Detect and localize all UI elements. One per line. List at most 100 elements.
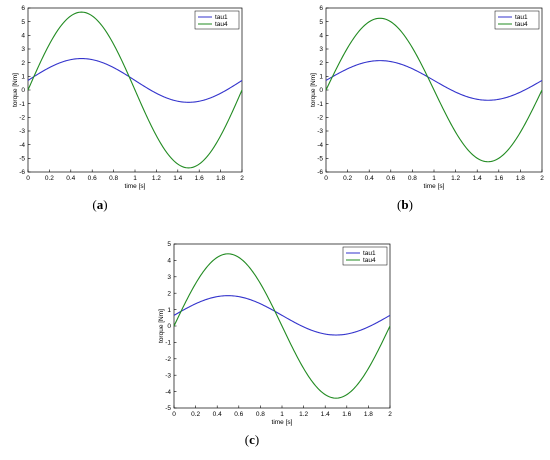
y-tick-label: -6: [317, 169, 323, 176]
y-tick-label: -2: [317, 115, 323, 122]
y-tick-label: -3: [317, 128, 323, 135]
x-tick-label: 1.8: [364, 411, 373, 418]
y-tick-label: 2: [167, 290, 171, 297]
x-tick-label: 1.4: [321, 411, 330, 418]
x-tick-label: 0.8: [256, 411, 265, 418]
series-line-tau4: [27, 11, 243, 169]
series-line-tau1: [173, 295, 391, 336]
y-tick-label: 4: [21, 33, 25, 40]
y-tick-label: -5: [317, 156, 323, 163]
x-axis-label: time [s]: [272, 419, 293, 426]
y-tick-label: 3: [167, 274, 171, 281]
series-line-tau4: [173, 253, 391, 399]
chart-panel-b: 0 0.2 0.4 0.6 0.8 1 1.2 1.4 1.6 1.8 2 -6 -5 -4 -3 -2 -1 0…: [310, 4, 550, 190]
y-axis-label: torque [Nm]: [12, 73, 19, 107]
y-tick-label: -5: [165, 405, 171, 412]
caption-a-letter: a: [96, 197, 104, 212]
x-axis-label: time [s]: [424, 183, 445, 190]
caption-c-letter: c: [249, 432, 255, 447]
x-tick-label: 1.2: [451, 175, 460, 182]
y-tick-label: -1: [19, 101, 25, 108]
caption-b-letter: b: [401, 197, 409, 212]
y-tick-label: 0: [21, 87, 25, 94]
y-tick-label: -6: [19, 169, 25, 176]
y-tick-label: 5: [319, 19, 323, 26]
y-tick-label: -2: [165, 356, 171, 363]
legend-label-tau1: tau1: [515, 14, 528, 21]
x-tick-label: 0: [324, 175, 328, 182]
y-tick-label: -1: [165, 340, 171, 347]
caption-b: (b): [397, 197, 413, 212]
x-tick-label: 2: [388, 411, 392, 418]
y-tick-label: 5: [167, 241, 171, 248]
y-tick-label: -4: [19, 142, 25, 149]
x-axis-label: time [s]: [125, 183, 146, 190]
x-tick-label: 0.6: [88, 175, 97, 182]
x-tick-label: 1.2: [152, 175, 161, 182]
x-tick-label: 0.6: [234, 411, 243, 418]
y-tick-label: -2: [19, 115, 25, 122]
x-tick-label: 0.8: [408, 175, 417, 182]
legend-label-tau1: tau1: [363, 250, 376, 257]
y-tick-label: -4: [317, 142, 323, 149]
legend-label-tau4: tau4: [363, 257, 376, 264]
x-tick-label: 1.6: [494, 175, 503, 182]
x-tick-label: 0.4: [66, 175, 75, 182]
chart-panel-c: 0 0.2 0.4 0.6 0.8 1 1.2 1.4 1.6 1.8 2 -5 -4 -3 -2 -1 0 1 2…: [158, 240, 400, 426]
x-tick-label: 0: [26, 175, 30, 182]
x-tick-label: 0: [172, 411, 176, 418]
y-tick-label: 1: [319, 74, 323, 81]
y-tick-label: 4: [167, 258, 171, 265]
y-tick-label: 1: [167, 307, 171, 314]
chart-b-svg: 0 0.2 0.4 0.6 0.8 1 1.2 1.4 1.6 1.8 2 -6 -5 -4 -3 -2 -1 0…: [310, 5, 544, 190]
chart-panel-a: 0 0.2 0.4 0.6 0.8 1 1.2 1.4 1.6 1.8 2 -6 -5 -4 -3 -2 -1 0…: [10, 4, 250, 190]
y-tick-label: 6: [21, 5, 25, 12]
x-tick-label: 1: [133, 175, 137, 182]
legend-label-tau4: tau4: [215, 21, 228, 28]
series-line-tau1: [325, 60, 543, 101]
x-tick-label: 0.4: [365, 175, 374, 182]
x-tick-label: 1.6: [195, 175, 204, 182]
x-tick-label: 1: [432, 175, 436, 182]
legend-label-tau1: tau1: [215, 14, 228, 21]
x-tick-label: 0.6: [386, 175, 395, 182]
x-tick-label: 1.4: [473, 175, 482, 182]
y-tick-label: 3: [21, 46, 25, 53]
y-tick-label: 4: [319, 33, 323, 40]
y-tick-label: 6: [319, 5, 323, 12]
y-tick-label: 0: [319, 87, 323, 94]
y-tick-label: 5: [21, 19, 25, 26]
y-tick-label: 2: [319, 60, 323, 67]
y-axis-label: torque [Nm]: [310, 73, 317, 107]
y-tick-label: 0: [167, 323, 171, 330]
x-tick-label: 0.2: [343, 175, 352, 182]
x-tick-label: 1.4: [173, 175, 182, 182]
x-tick-label: 0.2: [191, 411, 200, 418]
y-tick-label: 2: [21, 60, 25, 67]
x-tick-label: 2: [240, 175, 244, 182]
x-tick-label: 0.2: [45, 175, 54, 182]
chart-c-svg: 0 0.2 0.4 0.6 0.8 1 1.2 1.4 1.6 1.8 2 -5 -4 -3 -2 -1 0 1 2…: [158, 241, 392, 426]
x-tick-label: 0.8: [109, 175, 118, 182]
x-tick-label: 1.2: [299, 411, 308, 418]
y-tick-label: 1: [21, 74, 25, 81]
y-tick-label: -3: [19, 128, 25, 135]
x-tick-label: 1.8: [516, 175, 525, 182]
x-tick-label: 0.4: [213, 411, 222, 418]
caption-c: (c): [244, 432, 260, 447]
x-tick-label: 1: [280, 411, 284, 418]
y-tick-label: 3: [319, 46, 323, 53]
y-tick-label: -3: [165, 372, 171, 379]
series-line-tau4: [325, 17, 543, 163]
y-axis-label: torque [Nm]: [158, 309, 165, 343]
caption-a: (a): [92, 197, 108, 212]
y-tick-label: -5: [19, 156, 25, 163]
x-tick-label: 2: [540, 175, 544, 182]
y-tick-label: -1: [317, 101, 323, 108]
y-tick-label: -4: [165, 389, 171, 396]
series-line-tau1: [27, 58, 243, 103]
chart-a-svg: 0 0.2 0.4 0.6 0.8 1 1.2 1.4 1.6 1.8 2 -6 -5 -4 -3 -2 -1 0…: [12, 5, 244, 190]
x-tick-label: 1.8: [216, 175, 225, 182]
x-tick-label: 1.6: [342, 411, 351, 418]
